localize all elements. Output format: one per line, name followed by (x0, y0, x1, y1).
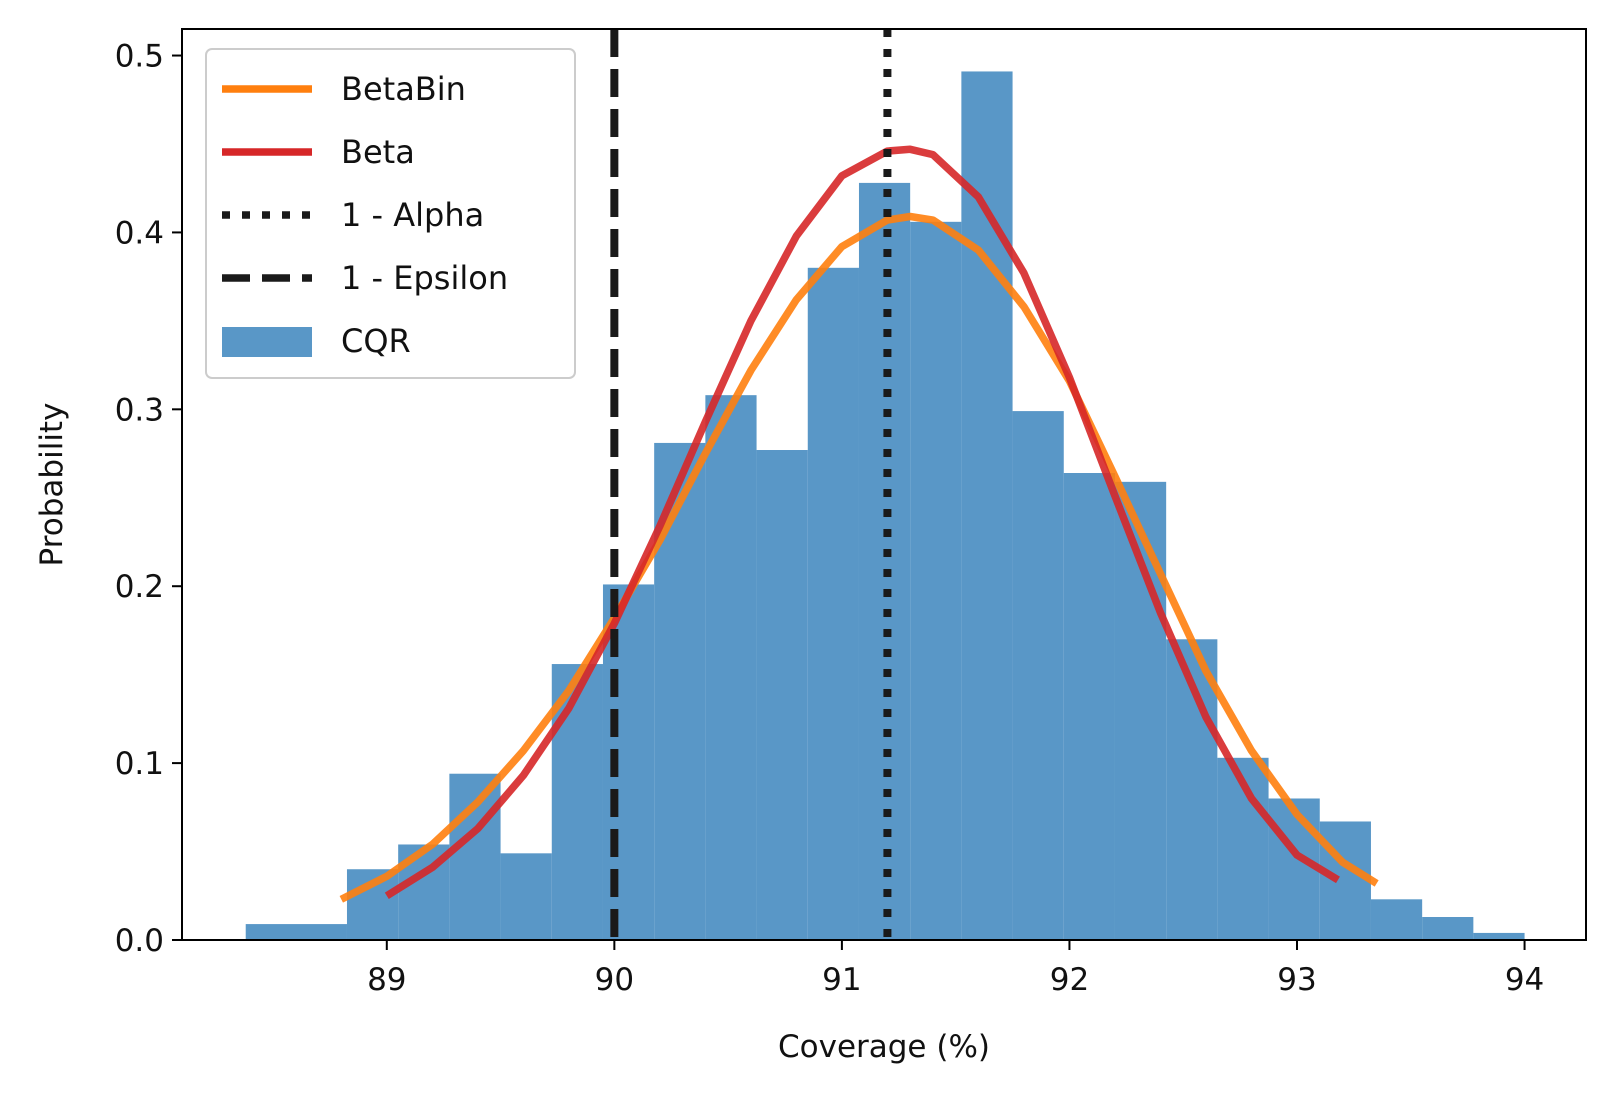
histogram-bar (961, 71, 1013, 941)
x-tick-label: 91 (822, 962, 861, 998)
reference-lines (610, 29, 892, 940)
x-tick-label: 94 (1505, 962, 1544, 998)
histogram-bar (807, 267, 859, 941)
y-tick-label: 0.5 (115, 39, 164, 75)
histogram-bar (500, 853, 552, 940)
legend-label-betabin: BetaBin (341, 70, 466, 108)
histogram-bar (551, 664, 603, 940)
legend-box (205, 48, 576, 379)
histogram-bar (1114, 481, 1167, 940)
histogram-bar (1268, 798, 1320, 940)
histogram-bar (756, 450, 808, 940)
y-axis-label: Probability (34, 403, 70, 567)
histogram-bar (910, 221, 962, 940)
histogram-bar (1370, 899, 1423, 940)
plot-frame (181, 28, 1587, 941)
legend-label-1-alpha: 1 - Alpha (341, 196, 484, 234)
histogram-bar (1012, 411, 1064, 940)
legend-swatch-cqr (222, 327, 312, 357)
y-tick-label: 0.1 (115, 746, 164, 782)
legend-label-1-epsilon: 1 - Epsilon (341, 259, 508, 297)
x-tick-label: 92 (1050, 962, 1089, 998)
x-tick-label: 93 (1277, 962, 1316, 998)
x-axis-ticks: 89 90 91 92 93 94 (367, 940, 1544, 998)
histogram-bar (1473, 932, 1525, 940)
y-tick-label: 0.4 (115, 215, 164, 251)
x-tick-label: 90 (595, 962, 634, 998)
histogram-bar (705, 395, 757, 940)
histogram-bar (1063, 473, 1115, 940)
legend: BetaBin Beta 1 - Alpha 1 - Epsilon CQR (205, 48, 576, 379)
y-axis-ticks: 0.0 0.1 0.2 0.3 0.4 0.5 (115, 39, 182, 959)
histogram-bar (1422, 917, 1474, 940)
y-tick-label: 0.3 (115, 392, 164, 428)
series-line-betabin (339, 212, 1379, 903)
y-tick-label: 0.0 (115, 923, 164, 959)
histogram-bar (245, 924, 347, 940)
x-axis-label: Coverage (%) (778, 1029, 990, 1065)
histogram-bar (449, 773, 501, 940)
legend-label-cqr: CQR (341, 322, 411, 360)
y-tick-label: 0.2 (115, 569, 164, 605)
x-tick-label: 89 (367, 962, 406, 998)
legend-label-beta: Beta (341, 133, 415, 171)
histogram-bar (1319, 821, 1371, 940)
